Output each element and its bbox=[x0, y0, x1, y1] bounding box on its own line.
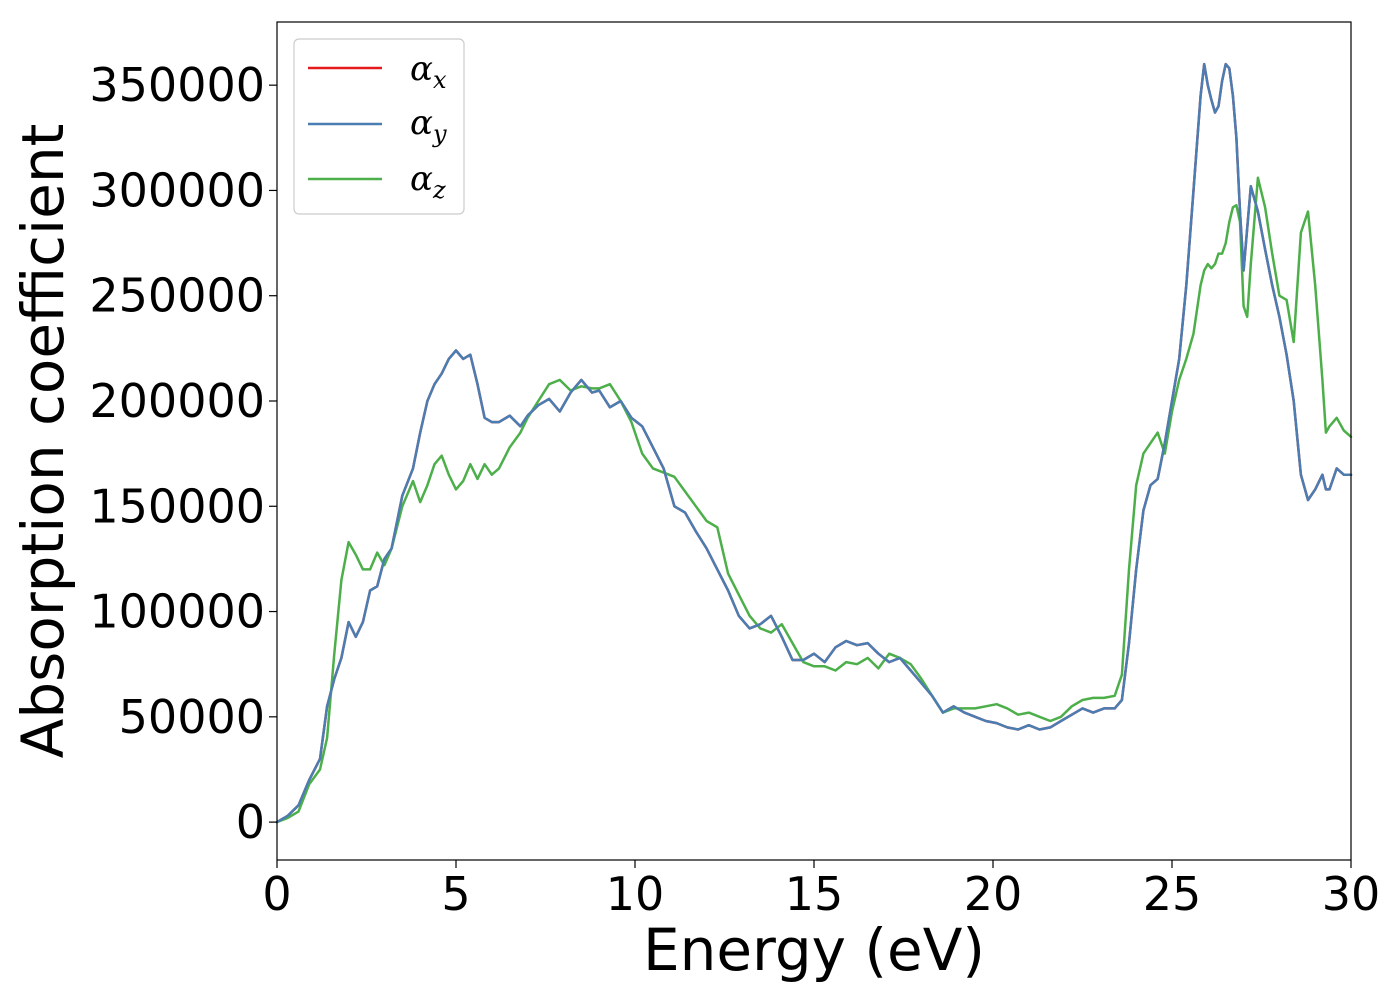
y-tick-label: 150000 bbox=[89, 479, 265, 533]
x-tick-label: 30 bbox=[1322, 867, 1381, 921]
legend-box bbox=[293, 38, 465, 215]
x-tick-label: 10 bbox=[606, 867, 665, 921]
series-line-alpha-z bbox=[275, 176, 1353, 824]
x-axis-title: Energy (eV) bbox=[643, 916, 985, 984]
y-tick-label: 300000 bbox=[89, 163, 265, 217]
x-tick-label: 20 bbox=[964, 867, 1023, 921]
y-axis: 0 50000 100000 150000 200000 250000 300000 3500… bbox=[89, 58, 277, 849]
series-line-alpha-y bbox=[275, 62, 1353, 824]
y-tick-label: 200000 bbox=[89, 374, 265, 428]
legend-label-alpha-y: αy bbox=[410, 103, 447, 148]
y-axis-title: Absorption coefficient bbox=[9, 124, 77, 759]
y-tick-label: 100000 bbox=[89, 585, 265, 639]
series-layer bbox=[275, 62, 1353, 824]
y-tick-label: 50000 bbox=[119, 690, 265, 744]
y-tick-label: 350000 bbox=[89, 58, 265, 112]
legend-label-alpha-x: αx bbox=[410, 49, 447, 94]
y-tick-label: 0 bbox=[236, 795, 265, 849]
y-tick-label: 250000 bbox=[89, 269, 265, 323]
x-axis: 0 5 10 15 20 25 30 bbox=[262, 860, 1380, 921]
legend: αx αy αz bbox=[293, 38, 465, 215]
x-tick-label: 0 bbox=[262, 867, 291, 921]
x-tick-label: 5 bbox=[441, 867, 470, 921]
x-tick-label: 15 bbox=[785, 867, 844, 921]
legend-label-alpha-z: αz bbox=[410, 159, 446, 204]
x-tick-label: 25 bbox=[1143, 867, 1202, 921]
